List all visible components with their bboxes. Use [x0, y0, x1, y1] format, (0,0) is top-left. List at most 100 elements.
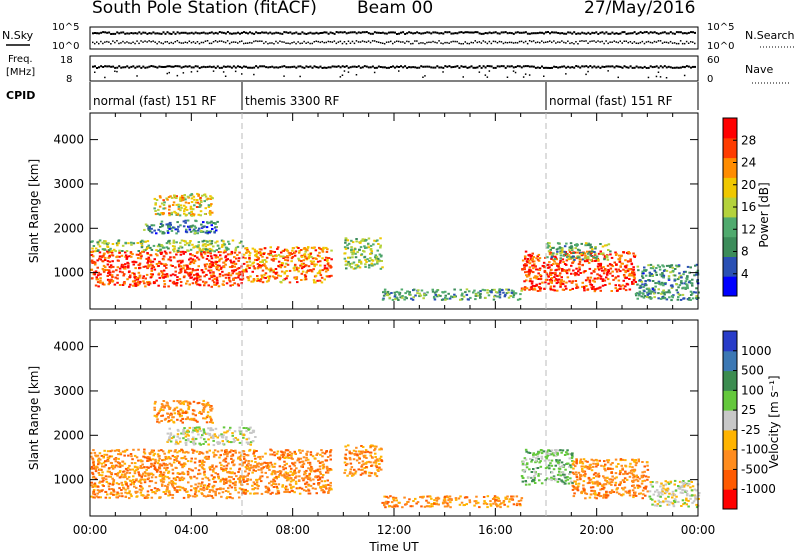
data-cell	[377, 243, 380, 245]
data-cell	[168, 438, 171, 441]
data-cell	[161, 450, 165, 453]
data-cell	[91, 458, 95, 461]
data-cell	[553, 276, 556, 279]
data-cell	[311, 262, 314, 265]
data-cell	[321, 455, 324, 458]
data-cell	[162, 258, 165, 261]
data-cell	[154, 476, 158, 479]
data-cell	[187, 202, 190, 205]
data-cell	[138, 266, 141, 269]
data-cell	[210, 405, 213, 407]
data-cell	[242, 262, 246, 265]
data-cell	[673, 274, 677, 277]
data-cell	[173, 196, 177, 199]
noise-sky-point	[319, 32, 322, 34]
data-cell	[94, 484, 97, 487]
data-cell	[155, 232, 158, 235]
freq-point	[341, 65, 344, 68]
data-cell	[184, 412, 188, 414]
data-cell	[672, 274, 676, 277]
data-cell	[549, 279, 552, 281]
noise-search-point	[492, 40, 495, 43]
data-cell	[192, 195, 196, 198]
data-cell	[236, 438, 240, 441]
data-cell	[161, 246, 165, 249]
data-cell	[321, 476, 324, 479]
data-cell	[245, 480, 248, 483]
data-cell	[676, 298, 680, 301]
noise-sky-point	[541, 31, 543, 34]
data-cell	[156, 249, 160, 252]
data-cell	[619, 287, 622, 290]
data-cell	[269, 252, 272, 255]
noise-sky-point	[440, 32, 443, 35]
data-cell	[180, 476, 184, 479]
data-cell	[190, 271, 193, 274]
data-cell	[586, 278, 590, 281]
data-cell	[538, 269, 541, 271]
freq-point	[388, 66, 390, 69]
data-cell	[203, 473, 206, 476]
noise-sky-point	[267, 32, 270, 35]
data-cell	[184, 441, 188, 444]
data-cell	[405, 297, 408, 300]
data-cell	[102, 477, 105, 480]
data-cell	[234, 246, 238, 249]
data-cell	[178, 413, 182, 416]
data-cell	[178, 479, 182, 482]
data-cell	[211, 434, 215, 437]
data-cell	[263, 263, 266, 266]
data-cell	[531, 260, 535, 263]
data-cell	[376, 261, 379, 264]
data-cell	[304, 476, 307, 479]
data-cell	[107, 485, 111, 488]
data-cell	[559, 285, 562, 288]
data-cell	[303, 247, 306, 249]
data-cell	[231, 454, 235, 457]
data-cell	[652, 265, 655, 268]
data-cell	[528, 266, 532, 269]
data-cell	[528, 268, 531, 271]
data-cell	[220, 266, 223, 269]
data-cell	[224, 451, 227, 453]
data-cell	[594, 256, 597, 259]
data-cell	[606, 273, 609, 276]
nave-point	[222, 71, 225, 73]
data-cell	[299, 260, 303, 263]
freq-point	[345, 65, 348, 68]
data-cell	[208, 434, 211, 437]
data-cell	[160, 415, 163, 417]
nave-point	[478, 71, 481, 73]
data-cell	[244, 466, 248, 468]
data-cell	[358, 261, 361, 263]
noise-sky-point	[480, 32, 483, 35]
data-cell	[160, 274, 164, 277]
data-cell	[565, 242, 568, 245]
data-cell	[186, 416, 189, 419]
data-cell	[181, 418, 184, 420]
data-cell	[161, 477, 164, 480]
data-cell	[364, 259, 367, 261]
data-cell	[292, 267, 296, 270]
data-cell	[197, 206, 201, 208]
data-cell	[217, 443, 220, 445]
data-cell	[317, 475, 320, 478]
data-cell	[134, 284, 138, 287]
data-cell	[304, 275, 308, 278]
noise-sky-point	[460, 31, 463, 34]
nave-point	[587, 70, 589, 73]
noise-search-point	[138, 42, 140, 45]
freq-point	[559, 66, 562, 69]
data-cell	[158, 421, 161, 424]
data-cell	[197, 213, 200, 216]
data-cell	[172, 436, 175, 439]
data-cell	[91, 486, 94, 488]
data-cell	[134, 490, 137, 493]
data-cell	[210, 220, 213, 223]
data-cell	[307, 488, 310, 491]
data-cell	[106, 263, 110, 266]
noise-sky-point	[426, 31, 429, 34]
data-cell	[125, 482, 128, 485]
data-cell	[622, 287, 626, 290]
data-cell	[584, 279, 588, 282]
